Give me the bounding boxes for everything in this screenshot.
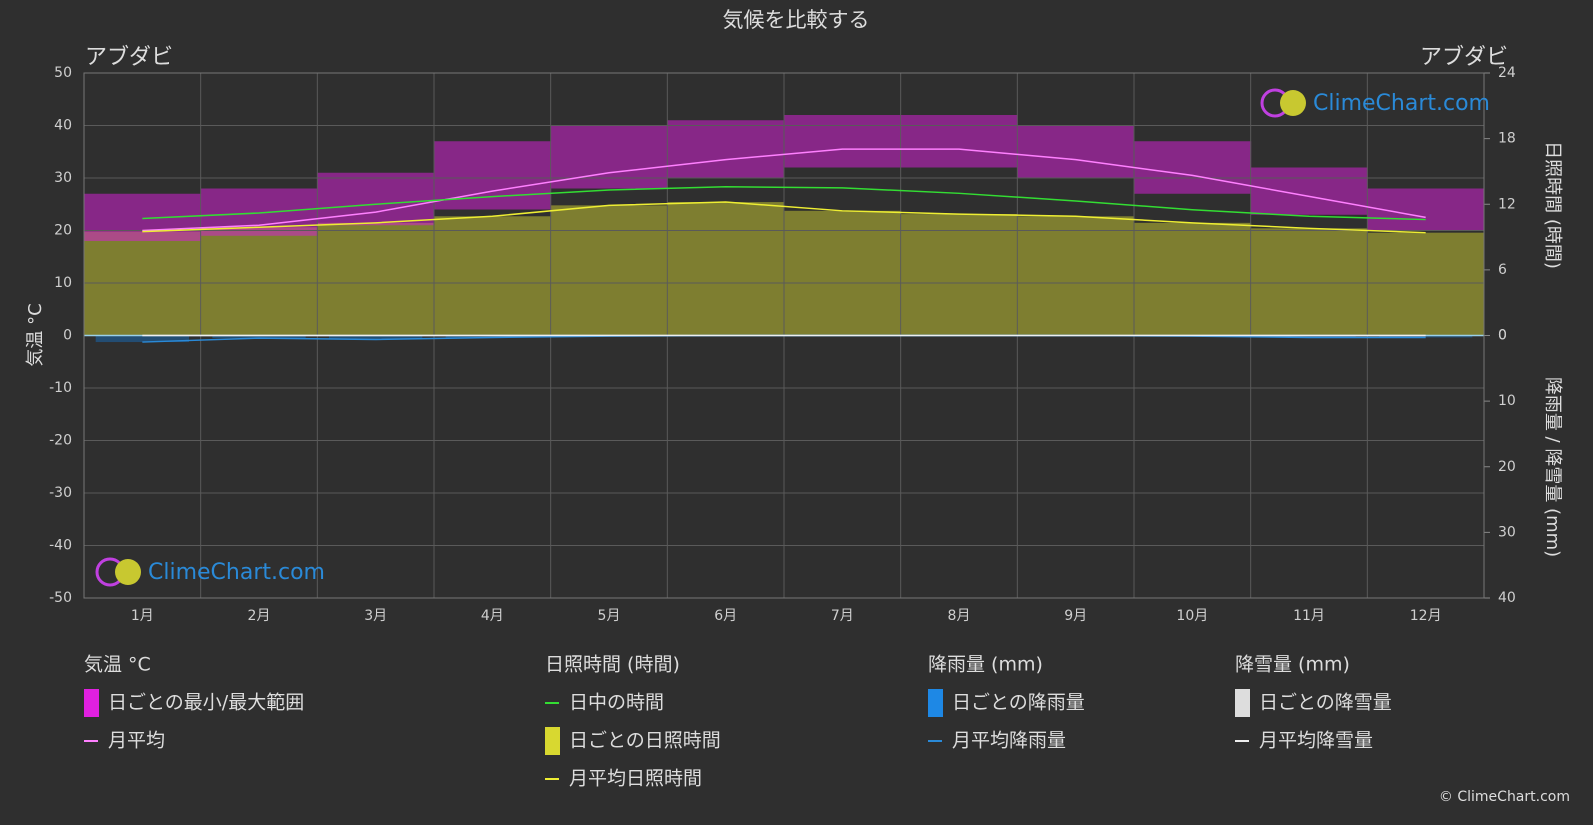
- sunshine-area: [900, 214, 1018, 336]
- x-tick-label: 3月: [364, 608, 387, 624]
- legend-label: 日ごとの降雨量: [952, 692, 1085, 714]
- temp-range: [84, 193, 202, 241]
- y2-tick-label: 18: [1498, 131, 1516, 147]
- rain-bar: [1379, 335, 1473, 338]
- x-tick-label: 8月: [948, 608, 971, 624]
- legend-label: 日中の時間: [569, 692, 664, 714]
- temp-range: [1134, 141, 1252, 194]
- logo-sun: [115, 559, 141, 585]
- rain-bar: [329, 335, 423, 340]
- y-tick-label: -30: [49, 485, 72, 501]
- legend-label: 日ごとの最小/最大範囲: [108, 692, 304, 714]
- x-tick-label: 5月: [598, 608, 621, 624]
- temp-range: [1250, 167, 1368, 215]
- plot-frame: [83, 72, 1485, 599]
- y-tick-label: 0: [63, 328, 72, 344]
- y-tick-label: -10: [49, 380, 72, 396]
- series-line: [142, 148, 1426, 232]
- sunshine-area: [1017, 216, 1135, 336]
- watermark-bottom: ClimeChart.com: [95, 557, 325, 587]
- rain-bar: [445, 335, 539, 338]
- legend-swatch: [1235, 689, 1250, 717]
- temp-range: [784, 115, 902, 168]
- series-line: [142, 201, 1426, 234]
- sunshine-area: [1367, 232, 1485, 336]
- legend-heading: 降雨量 (mm): [928, 654, 1043, 676]
- x-tick-label: 12月: [1410, 608, 1442, 624]
- temp-range: [667, 120, 785, 178]
- sunshine-area: [784, 210, 902, 336]
- x-tick-label: 10月: [1176, 608, 1208, 624]
- x-tick-label: 2月: [248, 608, 271, 624]
- rain-bar: [1262, 335, 1356, 338]
- x-tick-label: 6月: [714, 608, 737, 624]
- legend-label: 月平均: [108, 730, 165, 752]
- rain-bar: [212, 335, 306, 339]
- y-tick-label: 10: [54, 275, 72, 291]
- x-tick-label: 1月: [131, 608, 154, 624]
- sunshine-area: [550, 205, 668, 336]
- x-tick-label: 9月: [1064, 608, 1087, 624]
- y2-tick-label: 6: [1498, 262, 1507, 278]
- legend-label: 日ごとの日照時間: [569, 730, 721, 752]
- sunshine-area: [434, 216, 552, 336]
- y-tick-label: -50: [49, 590, 72, 606]
- legend-swatch: [545, 727, 560, 755]
- temp-range: [900, 115, 1018, 168]
- sunshine-area: [1250, 228, 1368, 336]
- y-tick-label: 40: [54, 118, 72, 134]
- y3-tick-label: 40: [1498, 590, 1516, 606]
- rain-bar: [95, 335, 189, 343]
- logo-sun: [1280, 90, 1306, 116]
- y2-tick-label: 24: [1498, 65, 1516, 81]
- y3-tick-label: 20: [1498, 459, 1516, 475]
- legend-label: 日ごとの降雪量: [1259, 692, 1392, 714]
- legend-heading: 日照時間 (時間): [545, 654, 680, 676]
- y2-tick-label: 0: [1498, 328, 1507, 344]
- x-tick-label: 7月: [831, 608, 854, 624]
- legend-heading: 降雪量 (mm): [1235, 654, 1350, 676]
- location-left: アブダビ: [85, 45, 173, 70]
- y3-tick-label: 30: [1498, 524, 1516, 540]
- copyright: © ClimeChart.com: [1439, 789, 1570, 805]
- y-tick-label: 50: [54, 65, 72, 81]
- legend-swatch: [84, 689, 99, 717]
- y2-axis-label: 日照時間 (時間): [1542, 141, 1563, 269]
- sunshine-area: [317, 222, 435, 336]
- sunshine-area: [667, 202, 785, 336]
- sunshine-area: [1134, 222, 1252, 336]
- sunshine-area: [200, 227, 318, 336]
- y3-axis-label: 降雨量 / 降雪量 (mm): [1542, 377, 1563, 557]
- y-tick-label: -20: [49, 433, 72, 449]
- temp-range: [1367, 188, 1485, 231]
- temp-range: [1017, 125, 1135, 178]
- location-right: アブダビ: [1420, 45, 1508, 70]
- y-tick-label: 20: [54, 223, 72, 239]
- x-tick-label: 4月: [481, 608, 504, 624]
- y3-tick-label: 10: [1498, 393, 1516, 409]
- y-tick-label: -40: [49, 538, 72, 554]
- legend-swatch: [928, 689, 943, 717]
- plot-area: -50-40-30-20-100102030405006121824010203…: [49, 65, 1516, 624]
- x-tick-label: 11月: [1293, 608, 1325, 624]
- y-axis-label: 気温 °C: [25, 303, 46, 366]
- y2-tick-label: 12: [1498, 196, 1516, 212]
- legend-label: 月平均日照時間: [569, 768, 702, 790]
- watermark: ClimeChart.com: [148, 560, 325, 585]
- chart-title: 気候を比較する: [723, 8, 870, 32]
- sunshine-area: [84, 231, 202, 336]
- watermark-top: ClimeChart.com: [1260, 88, 1490, 118]
- y3-tick-label: 0: [1498, 328, 1507, 344]
- legend-heading: 気温 °C: [84, 654, 151, 676]
- series-line: [142, 185, 1426, 221]
- y-tick-label: 30: [54, 170, 72, 186]
- legend-label: 月平均降雨量: [952, 730, 1066, 752]
- legend-label: 月平均降雪量: [1259, 730, 1373, 752]
- watermark: ClimeChart.com: [1313, 91, 1490, 116]
